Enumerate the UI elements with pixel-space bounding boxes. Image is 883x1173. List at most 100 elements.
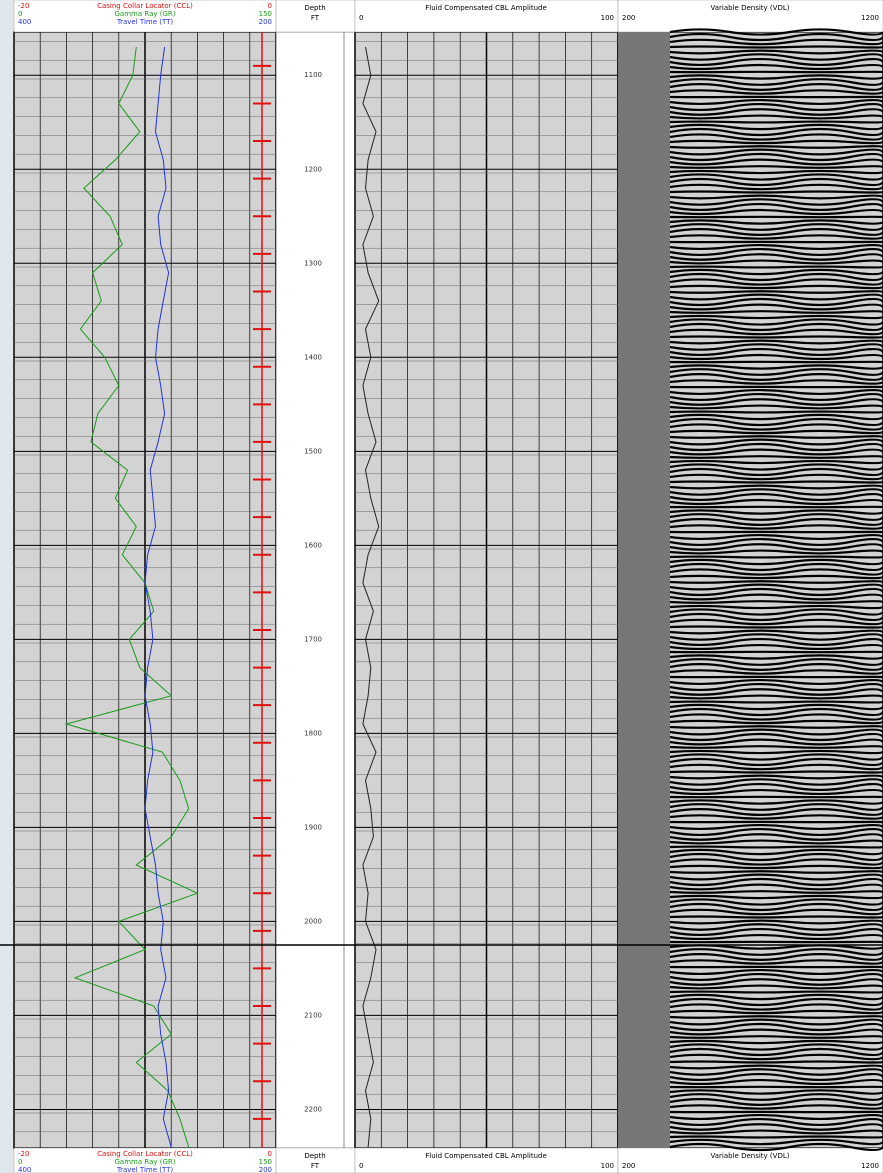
vdl-stripe <box>669 328 883 336</box>
vdl-stripe <box>669 782 883 792</box>
vdl-stripe <box>669 518 883 526</box>
vdl-stripe <box>669 1009 883 1015</box>
vdl-stripe <box>669 1028 883 1036</box>
header-label: 0 <box>18 1158 22 1166</box>
vdl-stripe <box>669 480 883 484</box>
vdl-stripe <box>669 948 883 956</box>
vdl-stripe <box>669 848 883 856</box>
vdl-stripe <box>669 898 883 906</box>
vdl-stripe <box>669 654 883 660</box>
vdl-stripe <box>669 919 883 925</box>
header-label: 0 <box>268 1150 272 1158</box>
vdl-stripe <box>669 492 883 502</box>
vdl-stripe <box>669 587 883 597</box>
header-label: Gamma Ray (GR) <box>115 10 176 18</box>
vdl-stripe <box>669 177 883 187</box>
vdl-stripe <box>669 637 883 647</box>
vdl-stripe <box>669 984 883 990</box>
vdl-stripe <box>669 658 883 666</box>
vdl-image <box>669 28 883 1152</box>
vdl-stripe <box>669 908 883 916</box>
vdl-stripe <box>669 833 883 841</box>
vdl-stripe <box>669 410 883 414</box>
vdl-stripe <box>669 74 883 80</box>
header-label: Travel Time (TT) <box>116 1166 174 1173</box>
vdl-stripe <box>669 803 883 811</box>
vdl-stripe <box>669 114 883 120</box>
header-label: 200 <box>259 18 272 26</box>
vdl-stripe <box>669 669 883 675</box>
header-label: FT <box>311 1162 320 1170</box>
vdl-stripe <box>669 1022 883 1032</box>
header-label: 0 <box>359 1162 363 1170</box>
vdl-stripe <box>669 927 883 937</box>
vdl-stripe <box>669 158 883 166</box>
vdl-stripe <box>669 593 883 601</box>
vdl-stripe <box>669 183 883 191</box>
header-label: 0 <box>18 10 22 18</box>
vdl-stripe <box>669 455 883 459</box>
vdl-stripe <box>669 678 883 686</box>
header-label: Fluid Compensated CBL Amplitude <box>425 4 547 12</box>
vdl-stripe <box>669 265 883 269</box>
vdl-stripe <box>669 379 883 385</box>
vdl-stripe <box>669 127 883 137</box>
curve <box>362 46 380 1148</box>
header-label: 100 <box>601 1162 614 1170</box>
vdl-stripe <box>669 219 883 225</box>
depth-label: 1400 <box>304 353 322 361</box>
depth-label: 1100 <box>304 71 322 79</box>
vdl-stripe <box>669 152 883 162</box>
vdl-stripe <box>669 1117 883 1127</box>
header-label: -20 <box>18 2 29 10</box>
vdl-stripe <box>669 993 883 1001</box>
vdl-stripe <box>669 612 883 622</box>
header-label: 150 <box>259 1158 272 1166</box>
vdl-stripe <box>669 1089 883 1095</box>
vdl-stripe <box>669 558 883 566</box>
vdl-stripe <box>669 473 883 481</box>
depth-label: 1500 <box>304 447 322 455</box>
vdl-stripe <box>669 533 883 541</box>
vdl-stripe <box>669 633 883 641</box>
vdl-stripe <box>669 32 883 42</box>
vdl-stripe <box>669 738 883 746</box>
vdl-stripe <box>669 484 883 490</box>
depth-label: 1200 <box>304 165 322 173</box>
vdl-stripe <box>669 933 883 941</box>
vdl-stripe <box>669 1035 883 1039</box>
vdl-stripe <box>669 537 883 547</box>
vdl-stripe <box>669 417 883 427</box>
vdl-stripe <box>669 253 883 261</box>
vdl-stripe <box>669 234 883 240</box>
vdl-stripe <box>669 120 883 124</box>
depth-label: 1300 <box>304 259 322 267</box>
vdl-stripe <box>669 1068 883 1076</box>
vdl-stripe <box>669 1113 883 1121</box>
header-label: Depth <box>304 4 325 12</box>
vdl-stripe <box>669 858 883 866</box>
vdl-stripe <box>669 663 883 671</box>
vdl-stripe <box>669 388 883 396</box>
header-label: 200 <box>259 1166 272 1173</box>
vdl-stripe <box>669 423 883 431</box>
vdl-stripe <box>669 719 883 725</box>
vdl-stripe <box>669 808 883 816</box>
vdl-stripe <box>669 604 883 610</box>
vdl-stripe <box>669 278 883 286</box>
vdl-stripe <box>669 1015 883 1019</box>
vdl-stripe <box>669 293 883 301</box>
vdl-stripe <box>669 322 883 332</box>
vdl-stripe <box>669 190 883 194</box>
vdl-stripe <box>669 63 883 71</box>
header-label: 1200 <box>861 1162 879 1170</box>
header-box <box>13 0 277 33</box>
vdl-stripe <box>669 272 883 282</box>
vdl-stripe <box>669 509 883 515</box>
vdl-stripe <box>669 413 883 421</box>
vdl-stripe <box>669 1142 883 1152</box>
vdl-stripe <box>669 442 883 452</box>
vdl-stripe <box>669 268 883 276</box>
header-label: 400 <box>18 18 31 26</box>
